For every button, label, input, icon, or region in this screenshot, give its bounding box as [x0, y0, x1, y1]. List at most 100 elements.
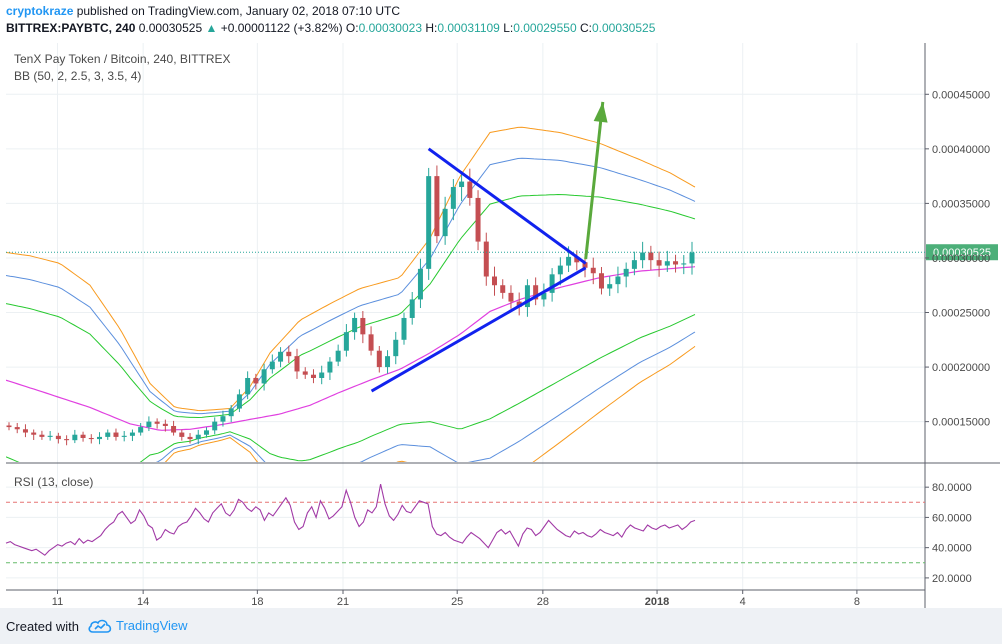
- price-tick-label: 0.00035000: [932, 198, 990, 210]
- last-price-label: 0.00030525: [933, 247, 991, 259]
- candle-body: [335, 350, 341, 362]
- candle-body: [492, 276, 498, 286]
- candle-body: [105, 432, 111, 437]
- candle-body: [39, 434, 45, 437]
- candle-body: [574, 256, 580, 263]
- change-label: +0.00001122 (+3.82%): [220, 21, 343, 35]
- created-with-label: Created with: [6, 619, 79, 634]
- triangle-lower-line: [370, 266, 587, 393]
- open-value: 0.00030023: [358, 21, 422, 35]
- candle-body: [327, 361, 333, 373]
- candle-body: [22, 429, 28, 433]
- rsi-tick-label: 20.0000: [932, 573, 972, 585]
- price-tick-label: 0.00025000: [932, 308, 990, 320]
- rsi-tick-label: 80.0000: [932, 482, 972, 494]
- author-link[interactable]: cryptokraze: [6, 4, 74, 18]
- candle-body: [286, 351, 292, 357]
- candle-body: [195, 434, 201, 440]
- candle-body: [138, 427, 144, 433]
- trend-drawings: [370, 101, 608, 393]
- chart-axes: 0.00030525 0.00045000 0.00040000 0.00035000…: [52, 89, 998, 608]
- green-band-lower: [6, 314, 696, 462]
- candlesticks: [6, 165, 925, 446]
- candle-body: [426, 176, 432, 269]
- price-chart[interactable]: 0.00030525 0.00045000 0.00040000 0.00035000…: [0, 42, 1002, 608]
- candle-body: [55, 435, 61, 440]
- candle-body: [557, 265, 563, 275]
- low-key: L:: [503, 21, 514, 35]
- candle-body: [97, 436, 103, 440]
- breakout-arrow-head: [593, 101, 608, 123]
- candle-body: [310, 374, 316, 378]
- candle-body: [80, 434, 86, 438]
- rsi-indicator-label: RSI (13, close): [14, 475, 93, 489]
- chart-grid: [6, 43, 1000, 608]
- time-tick-label: 18: [251, 596, 263, 608]
- candle-body: [450, 187, 456, 209]
- high-key: H:: [425, 21, 438, 35]
- candle-body: [582, 262, 588, 268]
- green-band-upper: [6, 193, 696, 419]
- time-tick-label: 28: [537, 596, 549, 608]
- candle-body: [483, 241, 489, 277]
- candle-body: [14, 427, 20, 430]
- candle-body: [245, 377, 251, 395]
- candle-body: [656, 260, 662, 266]
- candle-body: [393, 339, 399, 357]
- candle-body: [598, 273, 604, 289]
- price-tick-label: 0.00020000: [932, 362, 990, 374]
- orange-band-upper: [6, 126, 696, 412]
- candle-body: [220, 416, 226, 422]
- bb-indicator-label: BB (50, 2, 2.5, 3, 3.5, 4): [14, 69, 141, 83]
- blue-band-lower: [155, 331, 696, 462]
- candle-body: [302, 371, 308, 375]
- tradingview-link[interactable]: TradingView: [88, 618, 188, 633]
- footer: Created with TradingView: [0, 608, 1002, 644]
- candle-body: [129, 432, 135, 436]
- open-key: O:: [345, 21, 359, 35]
- rsi-tick-label: 40.0000: [932, 543, 972, 555]
- candle-body: [607, 284, 613, 289]
- chart-title: TenX Pay Token / Bitcoin, 240, BITTREX: [14, 52, 231, 66]
- candle-body: [343, 332, 349, 351]
- candle-body: [253, 377, 259, 384]
- candle-body: [623, 268, 629, 277]
- price-tick-label: 0.00030000: [932, 253, 990, 265]
- candle-body: [31, 432, 37, 435]
- time-tick-label: 2018: [645, 596, 669, 608]
- candle-body: [113, 432, 119, 437]
- high-value: 0.00031109: [437, 21, 500, 35]
- candle-body: [228, 408, 234, 417]
- chart-header: cryptokraze published on TradingView.com…: [0, 0, 1002, 42]
- time-tick-label: 4: [740, 596, 746, 608]
- candle-body: [566, 256, 572, 266]
- price-tick-label: 0.00045000: [932, 89, 990, 101]
- blue-band-upper: [6, 157, 696, 415]
- candle-body: [269, 361, 275, 370]
- candle-body: [631, 260, 637, 269]
- basis-line: [6, 266, 696, 431]
- candle-body: [154, 421, 160, 424]
- candle-body: [121, 435, 127, 437]
- candle-body: [187, 436, 193, 440]
- last-price-badge: [926, 244, 998, 261]
- candle-body: [640, 252, 646, 261]
- candle-body: [689, 252, 695, 264]
- candle-body: [533, 285, 539, 300]
- close-value: 0.00030525: [591, 21, 656, 35]
- rsi-panel: [5, 483, 925, 564]
- candle-body: [376, 350, 382, 368]
- candle-body: [179, 432, 185, 437]
- candle-body: [409, 299, 415, 318]
- rsi-tick-label: 60.0000: [932, 512, 972, 524]
- candle-body: [590, 267, 596, 274]
- candle-body: [549, 274, 555, 293]
- time-tick-label: 8: [854, 596, 860, 608]
- time-tick-label: 14: [137, 596, 149, 608]
- orange-band-lower: [164, 345, 696, 462]
- close-key: C:: [579, 21, 592, 35]
- candle-body: [524, 285, 530, 308]
- time-tick-label: 11: [52, 596, 63, 608]
- candle-body: [162, 423, 168, 426]
- time-tick-label: 21: [337, 596, 349, 608]
